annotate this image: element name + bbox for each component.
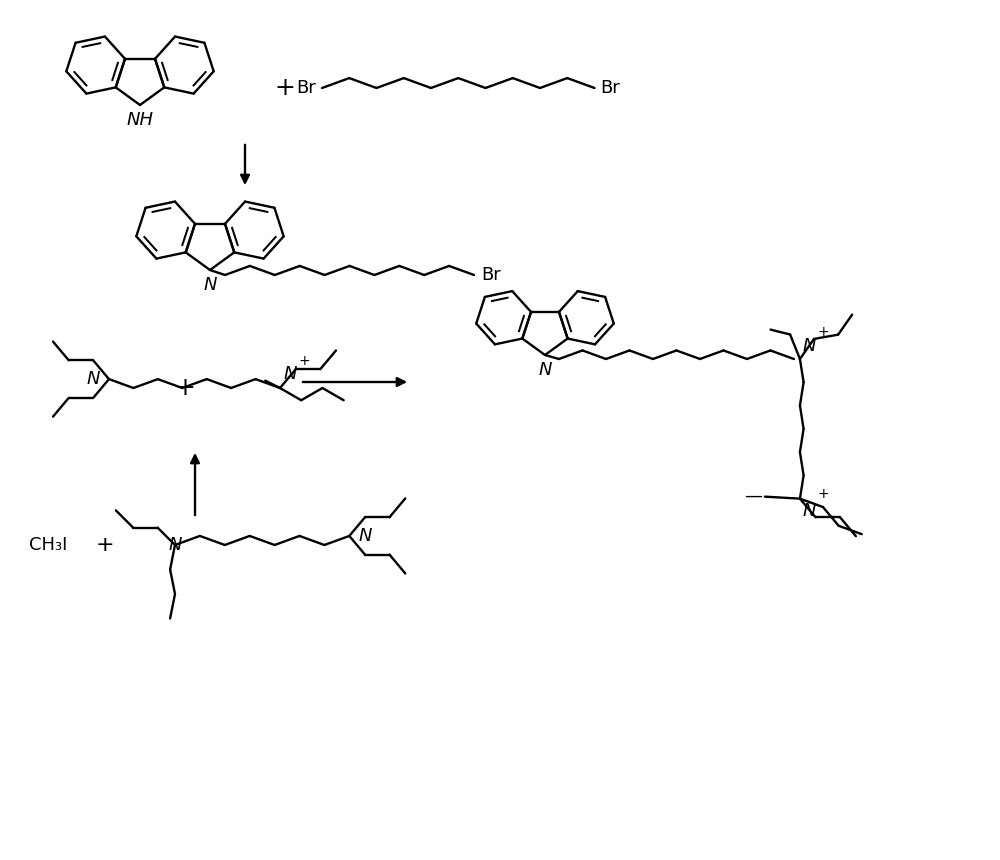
Text: +: + <box>299 354 311 368</box>
Text: —: — <box>744 487 762 505</box>
Text: N: N <box>86 370 100 388</box>
Text: Br: Br <box>296 79 316 97</box>
Text: +: + <box>818 325 830 339</box>
Text: +: + <box>175 376 195 400</box>
Text: Br: Br <box>601 79 620 97</box>
Text: N: N <box>538 361 552 379</box>
Text: Br: Br <box>481 266 501 284</box>
Text: +: + <box>818 487 830 501</box>
Text: N: N <box>168 536 182 554</box>
Text: N: N <box>284 365 298 383</box>
Text: N: N <box>203 276 217 294</box>
Text: N: N <box>803 337 816 355</box>
Text: N: N <box>358 527 372 545</box>
Text: +: + <box>275 76 295 100</box>
Text: NH: NH <box>126 111 154 129</box>
Text: +: + <box>96 535 114 555</box>
Text: N: N <box>803 501 816 519</box>
Text: CH₃I: CH₃I <box>29 536 67 554</box>
